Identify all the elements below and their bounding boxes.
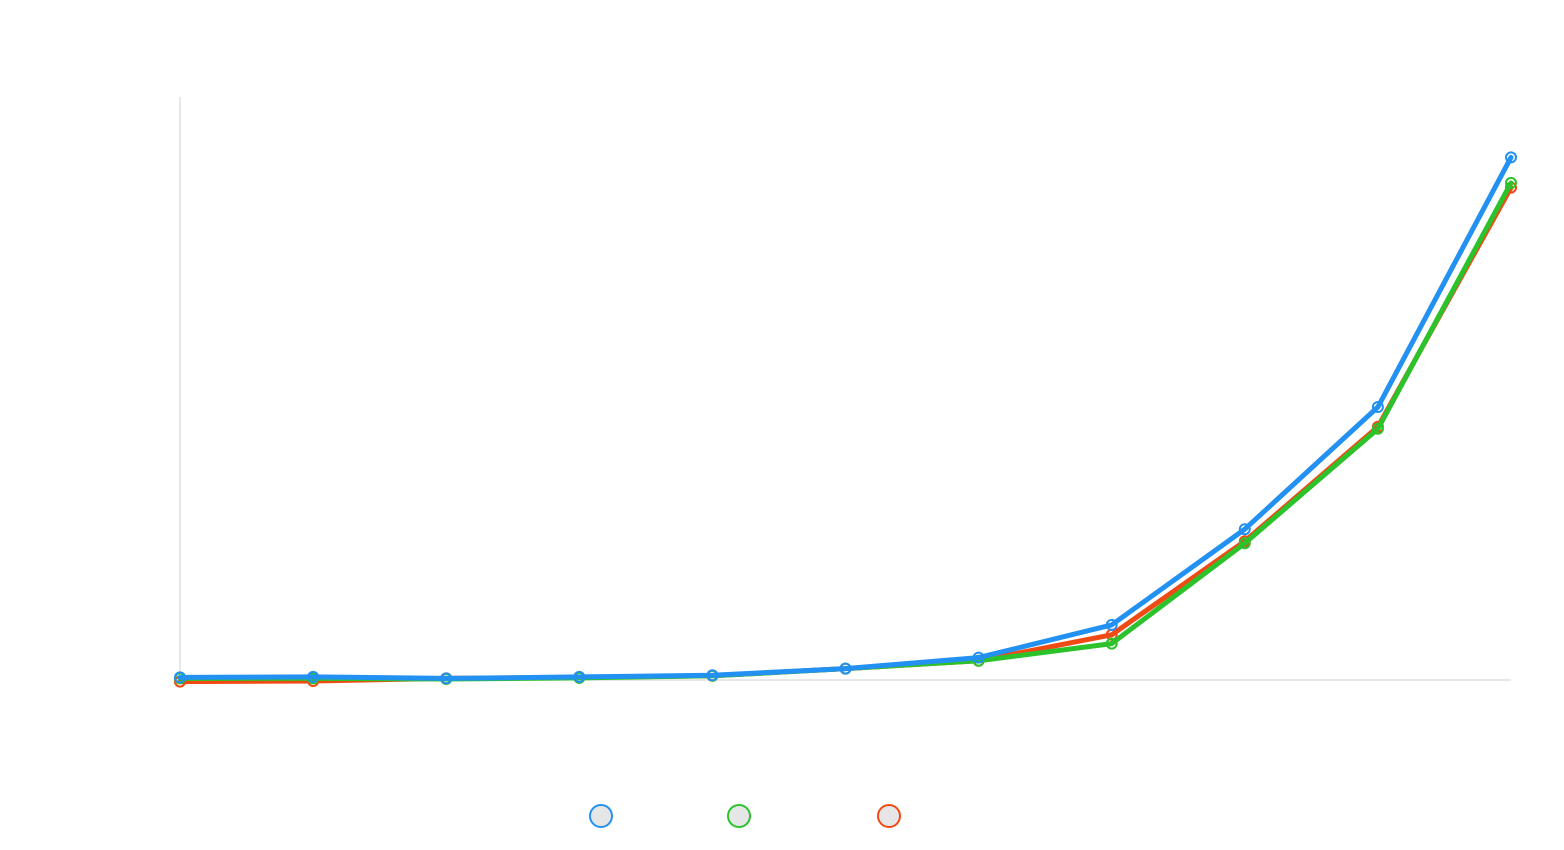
data-point[interactable] (1505, 151, 1517, 164)
data-point[interactable] (1371, 422, 1384, 435)
series-line-1 (177, 180, 1514, 682)
series-layer (174, 151, 1517, 688)
legend-item-2[interactable] (877, 804, 901, 828)
series-2 (174, 151, 1517, 685)
data-point[interactable] (972, 651, 985, 664)
data-point[interactable] (839, 662, 852, 675)
legend-item-1[interactable] (727, 804, 751, 828)
data-point[interactable] (1371, 401, 1384, 413)
data-point[interactable] (1505, 176, 1517, 189)
data-point[interactable] (1238, 537, 1251, 550)
series-line-0 (177, 185, 1514, 685)
data-point[interactable] (1105, 637, 1118, 650)
series-0 (174, 181, 1517, 688)
data-point[interactable] (174, 671, 186, 684)
data-point[interactable] (573, 670, 586, 683)
data-point[interactable] (1238, 523, 1251, 536)
legend-item-0[interactable] (589, 804, 613, 828)
legend-swatch (727, 804, 751, 828)
data-point[interactable] (307, 670, 320, 683)
data-point[interactable] (1105, 618, 1118, 631)
legend-swatch (877, 804, 901, 828)
data-point[interactable] (706, 669, 719, 682)
legend (589, 804, 901, 828)
series-1 (174, 176, 1517, 685)
series-line-2 (177, 154, 1514, 681)
data-point[interactable] (440, 672, 453, 685)
legend-swatch (589, 804, 613, 828)
